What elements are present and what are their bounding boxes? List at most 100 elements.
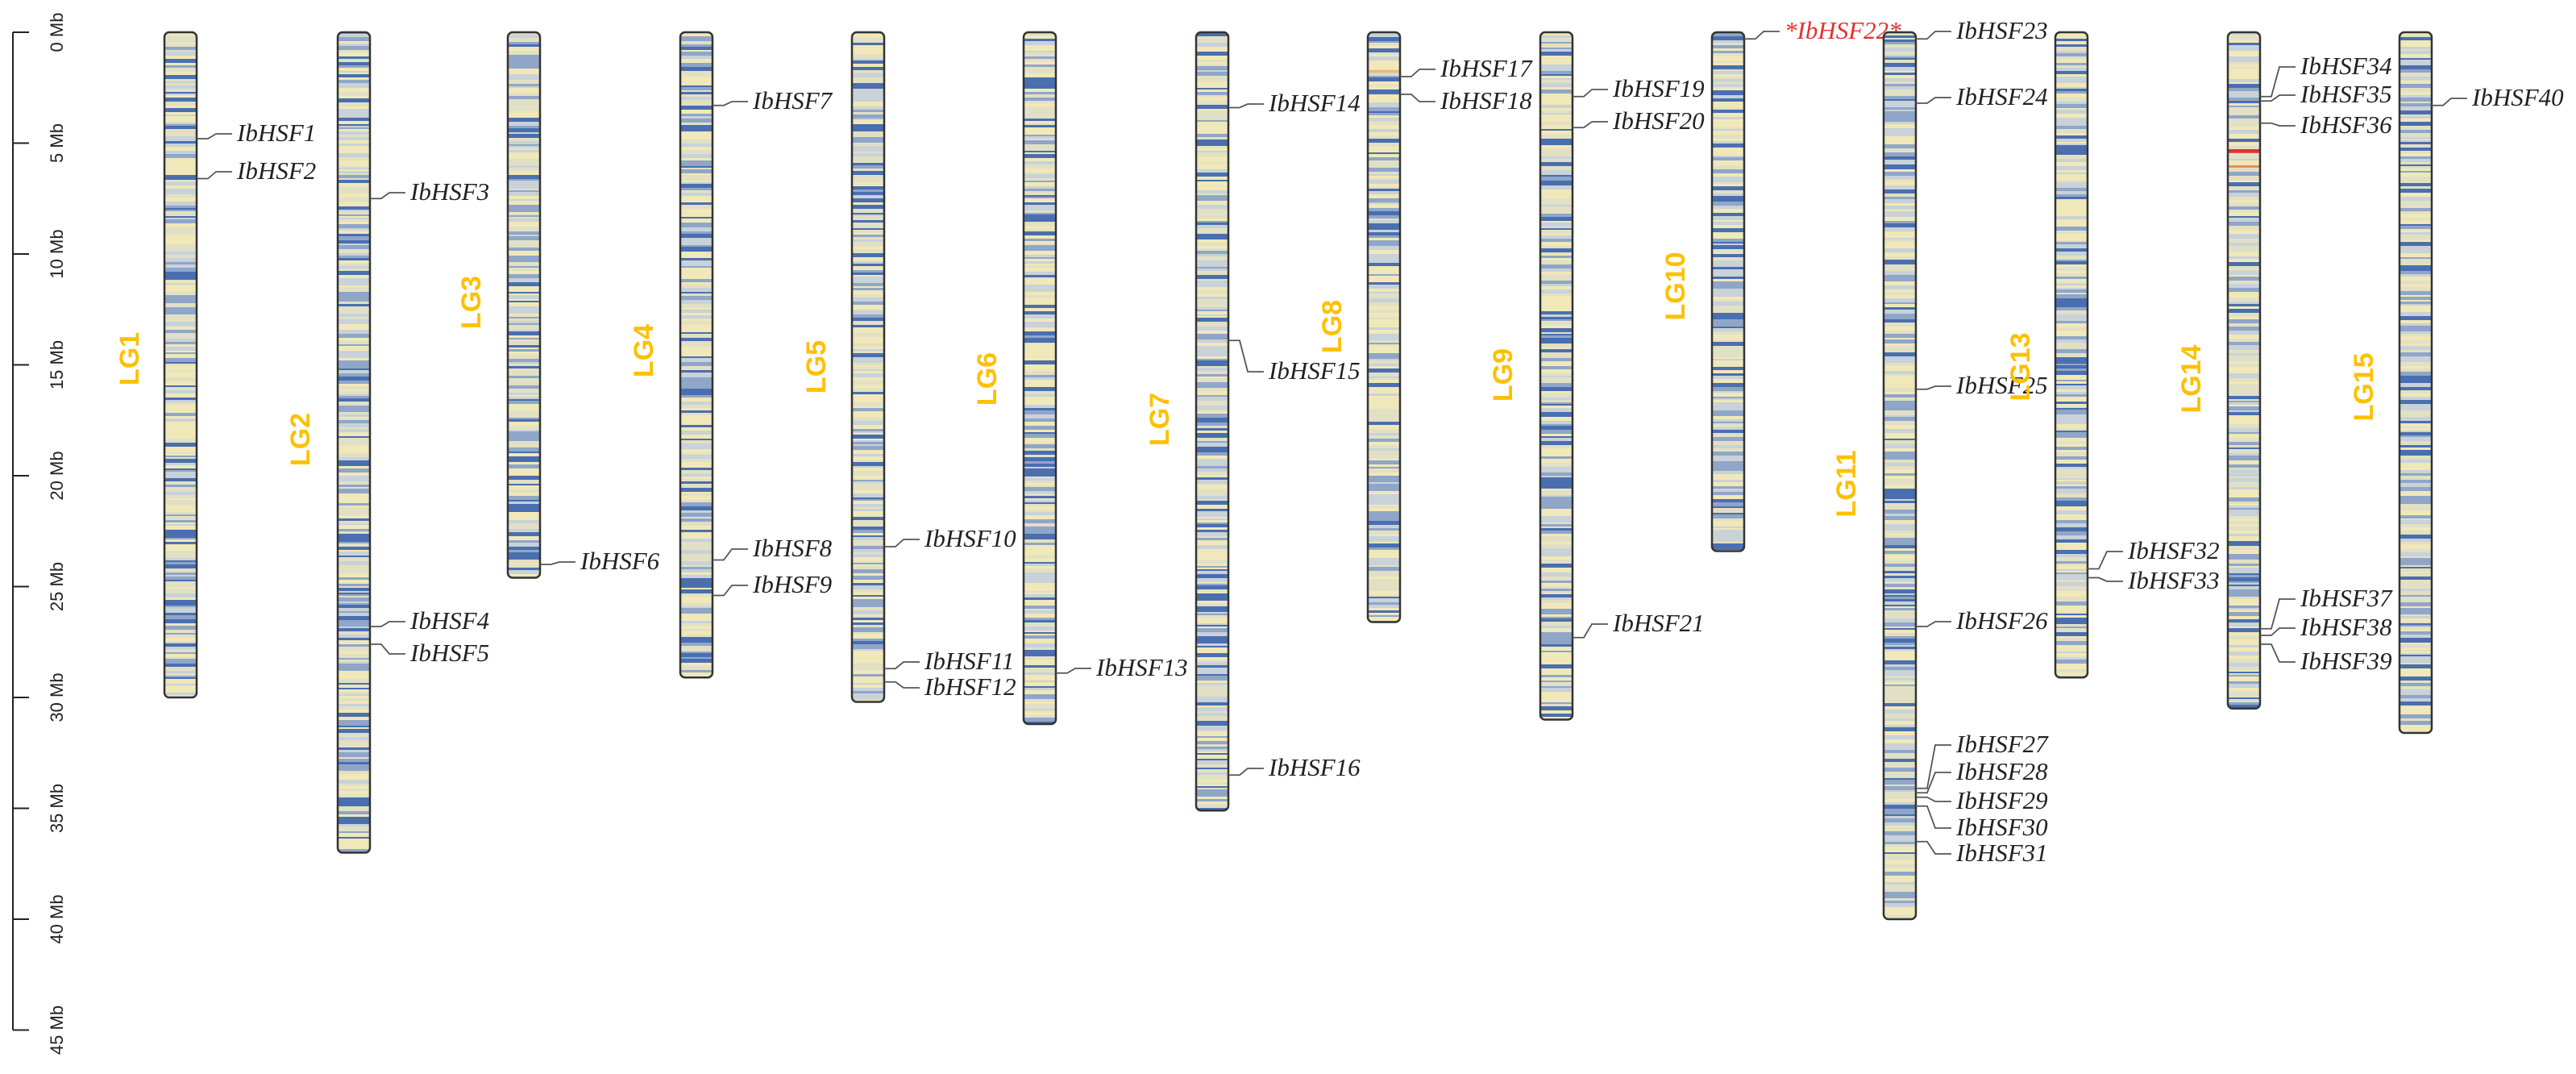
chromosome-lg15: LG15 IbHSF40 — [2349, 31, 2564, 735]
gene-label: IbHSF16 — [1268, 753, 1361, 781]
chromosome-outline — [2398, 31, 2433, 735]
gene-leader-line — [1916, 772, 1951, 794]
chromosome-outline — [336, 31, 372, 854]
gene-label: IbHSF8 — [752, 534, 833, 562]
gene-label: IbHSF12 — [924, 672, 1016, 701]
gene-leader-line — [2260, 627, 2296, 636]
chromosome-density-body — [680, 32, 713, 678]
gene-leader-line — [2260, 66, 2296, 98]
chromosome-lg7: LG7 IbHSF14 IbHSF15 IbHSF16 — [1145, 31, 1361, 812]
chromosome-outline — [679, 31, 714, 679]
gene-label: IbHSF27 — [1955, 730, 2049, 758]
chromosome-outline — [506, 31, 542, 579]
gene-label: IbHSF40 — [2471, 83, 2564, 111]
gene-label: IbHSF21 — [1612, 609, 1705, 637]
gene-leader-line — [884, 661, 920, 670]
chromosome-density-body — [164, 32, 197, 697]
chromosome-outline — [1710, 31, 1746, 552]
gene-leader-line — [2432, 98, 2467, 106]
gene-label: IbHSF28 — [1955, 757, 2048, 785]
chromosome-lg4: LG4 IbHSF7 IbHSF8 IbHSF9 — [629, 31, 833, 679]
gene-leader-line — [1228, 768, 1264, 776]
gene-label: IbHSF34 — [2300, 52, 2392, 80]
chromosome-label: LG10 — [1660, 252, 1691, 320]
gene-leader-line — [1400, 69, 1435, 77]
gene-leader-line — [1573, 89, 1608, 98]
gene-label: IbHSF26 — [1955, 606, 2048, 635]
gene-leader-line — [1916, 840, 1951, 855]
gene-leader-line — [1744, 31, 1780, 40]
gene-label: IbHSF24 — [1955, 82, 2048, 110]
chromosome-label: LG1 — [114, 332, 145, 385]
gene-leader-line — [884, 539, 920, 547]
gene-leader-line — [1573, 623, 1608, 639]
chromosome-label: LG9 — [1488, 348, 1519, 402]
axis-tick-label: 0 Mb — [47, 13, 67, 52]
gene-label: IbHSF31 — [1955, 839, 2048, 867]
chromosome-density-body — [338, 32, 370, 853]
gene-leader-line — [1916, 796, 1951, 802]
gene-leader-line — [1400, 94, 1435, 102]
gene-leader-line — [713, 585, 748, 597]
gene-leader-line — [197, 133, 232, 139]
chromosome-label: LG7 — [1145, 393, 1175, 446]
gene-label: IbHSF2 — [236, 156, 316, 185]
chromosome-density-body — [1024, 32, 1056, 724]
chromosome-label: LG15 — [2349, 352, 2379, 421]
chromosome-label: LG11 — [1831, 450, 1862, 517]
chromosome-lg8: LG8 IbHSF17 IbHSF18 — [1317, 31, 1533, 623]
gene-leader-line — [2088, 551, 2123, 570]
gene-label: IbHSF4 — [409, 606, 489, 635]
gene-leader-line — [1228, 103, 1264, 109]
gene-label: IbHSF18 — [1440, 86, 1532, 114]
chromosome-label: LG4 — [629, 324, 659, 377]
gene-label: IbHSF6 — [580, 547, 660, 575]
gene-label: IbHSF38 — [2300, 613, 2392, 641]
chromosome-outline — [1539, 31, 1574, 721]
chromosome-label: LG5 — [801, 340, 832, 393]
gene-leader-line — [370, 192, 405, 200]
chromosome-density-body — [1712, 32, 1744, 552]
gene-label: IbHSF10 — [924, 524, 1016, 552]
axis-tick-label: 5 Mb — [47, 123, 67, 163]
gene-label: IbHSF13 — [1095, 653, 1188, 681]
gene-leader-line — [197, 171, 232, 180]
gene-label: IbHSF7 — [752, 86, 833, 114]
chromosome-label: LG14 — [2176, 344, 2207, 413]
gene-label: IbHSF14 — [1268, 89, 1361, 117]
gene-label: IbHSF25 — [1955, 371, 2048, 399]
gene-label: IbHSF17 — [1440, 54, 1533, 82]
chromosome-density-body — [1196, 32, 1228, 811]
axis-tick-label: 20 Mb — [47, 451, 67, 500]
gene-leader-line — [1228, 339, 1264, 373]
gene-leader-line — [2260, 94, 2296, 102]
gene-label: IbHSF3 — [409, 177, 489, 206]
chromosome-density-body — [508, 32, 540, 578]
gene-leader-line — [2260, 122, 2296, 127]
gene-leader-line — [1916, 744, 1951, 789]
chromosome-label: LG6 — [972, 352, 1003, 406]
chromosome-outline — [2054, 31, 2089, 679]
chromosome-label: LG13 — [2005, 332, 2036, 401]
gene-leader-line — [370, 643, 405, 655]
axis-tick-label: 35 Mb — [47, 784, 67, 833]
gene-leader-line — [370, 621, 405, 627]
chromosome-label: LG8 — [1317, 300, 1348, 353]
chromosome-density-body — [2055, 32, 2088, 678]
chromosome-density-body — [2399, 32, 2432, 733]
gene-label: IbHSF32 — [2127, 536, 2220, 564]
gene-label: IbHSF19 — [1612, 74, 1705, 102]
gene-leader-line — [1573, 121, 1608, 129]
gene-label: IbHSF23 — [1955, 16, 2048, 44]
gene-leader-line — [1916, 97, 1951, 104]
gene-leader-line — [1916, 31, 1951, 40]
gene-label: IbHSF39 — [2300, 647, 2392, 675]
gene-leader-line — [540, 561, 575, 565]
gene-label: IbHSF5 — [409, 639, 489, 667]
chromosome-lg6: LG6 IbHSF13 — [972, 31, 1188, 726]
gene-leader-line — [2260, 643, 2296, 663]
axis-tick-label: 15 Mb — [47, 340, 67, 389]
